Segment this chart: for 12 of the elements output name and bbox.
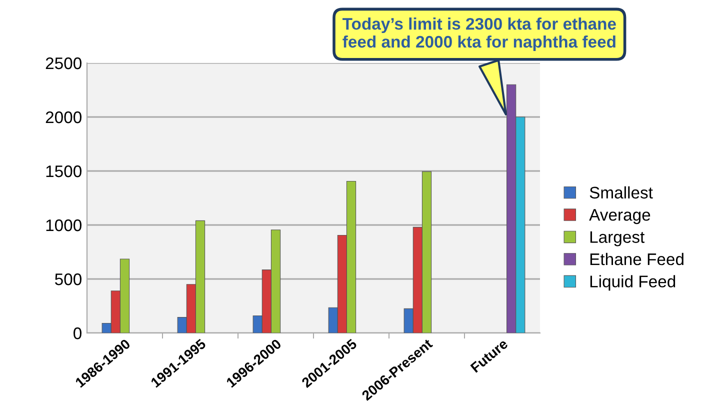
y-tick-label: 1000 xyxy=(46,219,82,232)
y-tick-label: 2500 xyxy=(46,57,82,70)
y-tick-label: 1500 xyxy=(46,165,82,178)
legend-label: Largest xyxy=(590,231,645,246)
annotation: Today’s limit is 2300 kta for ethane feed and 2000 kta for naphtha feed xyxy=(342,18,616,51)
legend-label: Liquid Feed xyxy=(590,275,676,291)
y-tick-label: 2000 xyxy=(46,111,82,124)
y-tick-label: 0 xyxy=(74,327,82,340)
legend-label: Average xyxy=(589,209,650,224)
legend-label: Smallest xyxy=(590,186,653,199)
y-tick-label: 500 xyxy=(55,273,82,286)
legend-label: Ethane Feed xyxy=(590,252,684,266)
